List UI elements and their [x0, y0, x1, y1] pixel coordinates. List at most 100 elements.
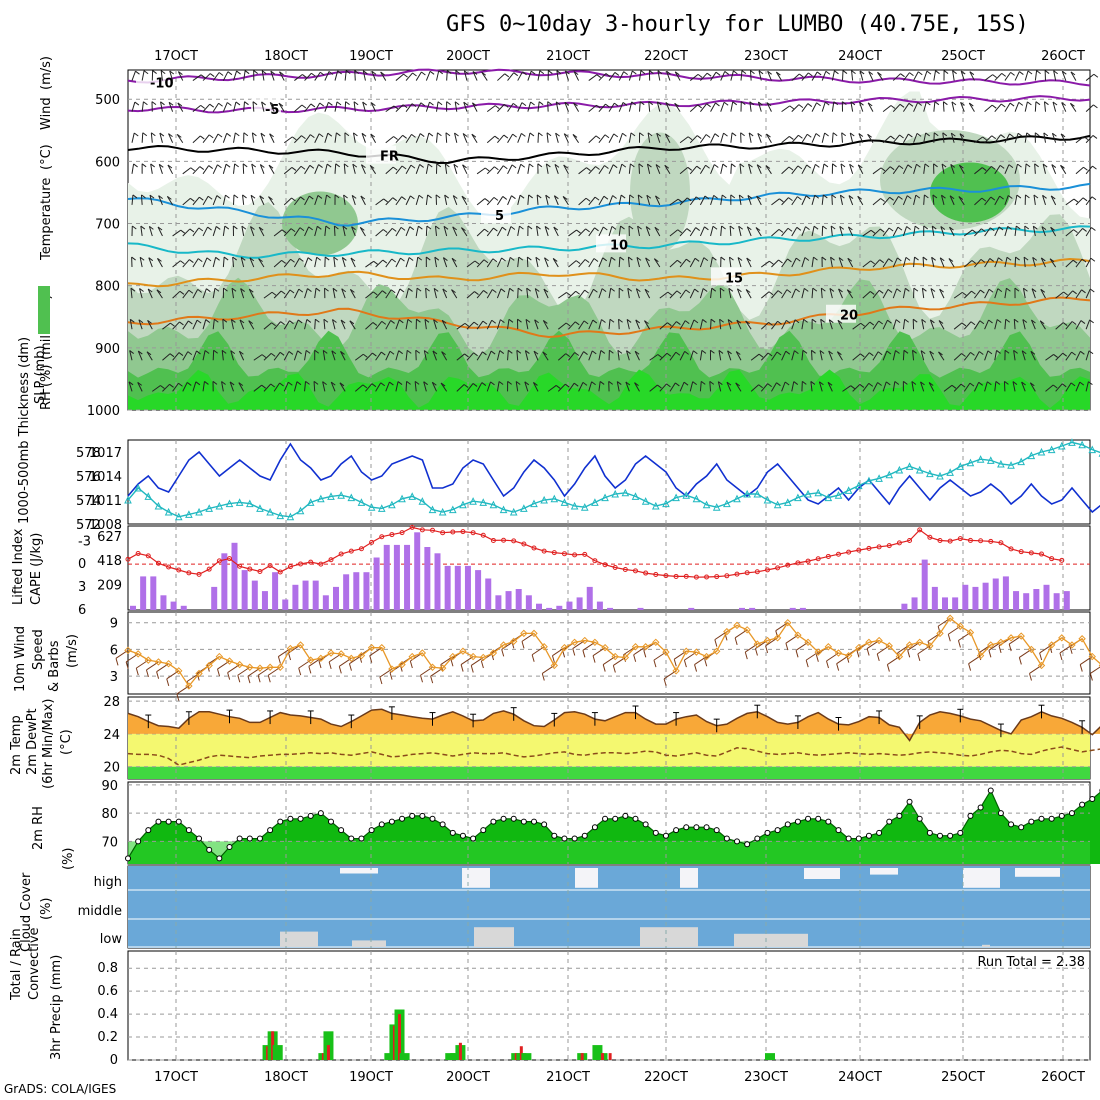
wind-barb [202, 196, 209, 206]
wind-barb [554, 164, 559, 174]
wind-barb-flag [1027, 70, 1033, 75]
wind-barb-flag [636, 288, 641, 293]
wind-barb [434, 257, 437, 268]
wind-marker [235, 660, 244, 669]
rh-marker [794, 818, 801, 825]
wind-barb-flag [636, 256, 642, 261]
wind-barb-flag [398, 319, 404, 324]
li-marker [886, 543, 892, 549]
wind-barb [598, 226, 604, 237]
wind-marker [956, 622, 965, 630]
wind-barb [455, 70, 458, 81]
wind-barb [842, 70, 844, 81]
wind-barb [923, 101, 927, 112]
wind-barb-flag [268, 164, 274, 169]
li-marker [298, 561, 304, 567]
wind-barb-flag [1000, 134, 1006, 139]
wind-barb-flag [897, 226, 903, 231]
wind-barb-flag [693, 350, 698, 355]
wind-barb-flag [971, 290, 976, 295]
thickness-marker [763, 495, 772, 504]
wind-barb-flag [1017, 132, 1023, 137]
thickness-marker [266, 507, 274, 516]
wind-barb-flag [584, 289, 589, 294]
wind-barb-flag [811, 349, 816, 354]
wind-barb-flag [637, 194, 643, 199]
wind-barb [994, 381, 997, 392]
wind-barb [578, 228, 586, 237]
wind-barb-flag [502, 196, 508, 200]
cloud-ylabel: Cloud Cover (%) [19, 872, 54, 952]
wind-barb [273, 229, 283, 237]
run-total-label: Run Total = 2.38 [977, 955, 1085, 970]
wind-barb-flag [317, 225, 322, 230]
li-marker [399, 530, 405, 536]
wind-barb [625, 381, 630, 392]
wind-barb [1034, 70, 1038, 81]
wind-barb-flag [427, 194, 432, 199]
wind-barb-flag [160, 385, 165, 389]
wind-barb [656, 133, 661, 143]
thickness-marker [956, 462, 965, 470]
wind-barb [912, 350, 915, 361]
wind-barb [552, 258, 559, 268]
wind-barb [1085, 350, 1090, 361]
wind-barb-flag [617, 349, 623, 354]
cloud-low-block [982, 944, 990, 947]
wind-barb-flag [858, 133, 864, 137]
wind-barb-flag [951, 101, 957, 106]
wind-barb [892, 165, 900, 175]
wind-barb [984, 227, 991, 237]
wind-barb [862, 352, 870, 361]
rh-marker [135, 838, 142, 845]
wind-barb-flag [146, 351, 152, 356]
wind-barb-flag [599, 381, 605, 385]
wind-barb-flag [420, 675, 423, 683]
rh-marker [967, 812, 974, 819]
precip-legend-total: Total / Rain [9, 928, 24, 1001]
wind-barb-flag [326, 163, 332, 168]
wind-barb-flag [229, 381, 235, 386]
wind-barb-flag [789, 105, 795, 110]
wind-barb-flag [400, 226, 406, 231]
wind-barb-flag [292, 136, 297, 141]
wind-barb-flag [409, 660, 413, 669]
wind-barb [1085, 227, 1092, 237]
wind-barb-flag [419, 164, 424, 168]
wind-barb [375, 321, 383, 330]
wind-barb-flag [338, 666, 342, 674]
wind-barb-flag [339, 382, 345, 387]
wind-barb [994, 350, 998, 361]
cape-bar [952, 597, 959, 610]
wind-barb [821, 163, 825, 174]
wind-barb-flag [455, 70, 461, 75]
cape-bar [546, 607, 553, 610]
cloud-base [128, 866, 1090, 948]
wind-barb [578, 289, 586, 299]
ylabel-part: Temperature [39, 178, 54, 261]
wind-barb [639, 101, 641, 112]
wind-barb [140, 194, 143, 205]
wind-barb-flag [218, 72, 224, 76]
thickness-marker [225, 499, 234, 508]
rh-marker [531, 818, 537, 825]
wind-barb-flag [208, 165, 213, 169]
rh-marker [1058, 812, 1065, 819]
wind-barb-flag [298, 667, 302, 676]
li-marker [957, 536, 963, 542]
wind-barb [872, 382, 879, 392]
wind-barb-flag [1001, 72, 1007, 77]
wind-barb [689, 135, 698, 144]
wind-barb [507, 195, 512, 206]
cape-bar [942, 597, 948, 610]
wind-barb [516, 350, 519, 361]
wind-barb-flag [260, 132, 266, 137]
wind-barb [902, 350, 905, 361]
wind-barb-flag [828, 350, 833, 355]
wind-barb [950, 132, 955, 143]
wind-barb [263, 291, 273, 299]
wind-barb [330, 381, 336, 392]
wind-barb-flag [987, 381, 992, 386]
wind-barb-flag [1083, 136, 1089, 141]
wind-barb [375, 229, 384, 237]
